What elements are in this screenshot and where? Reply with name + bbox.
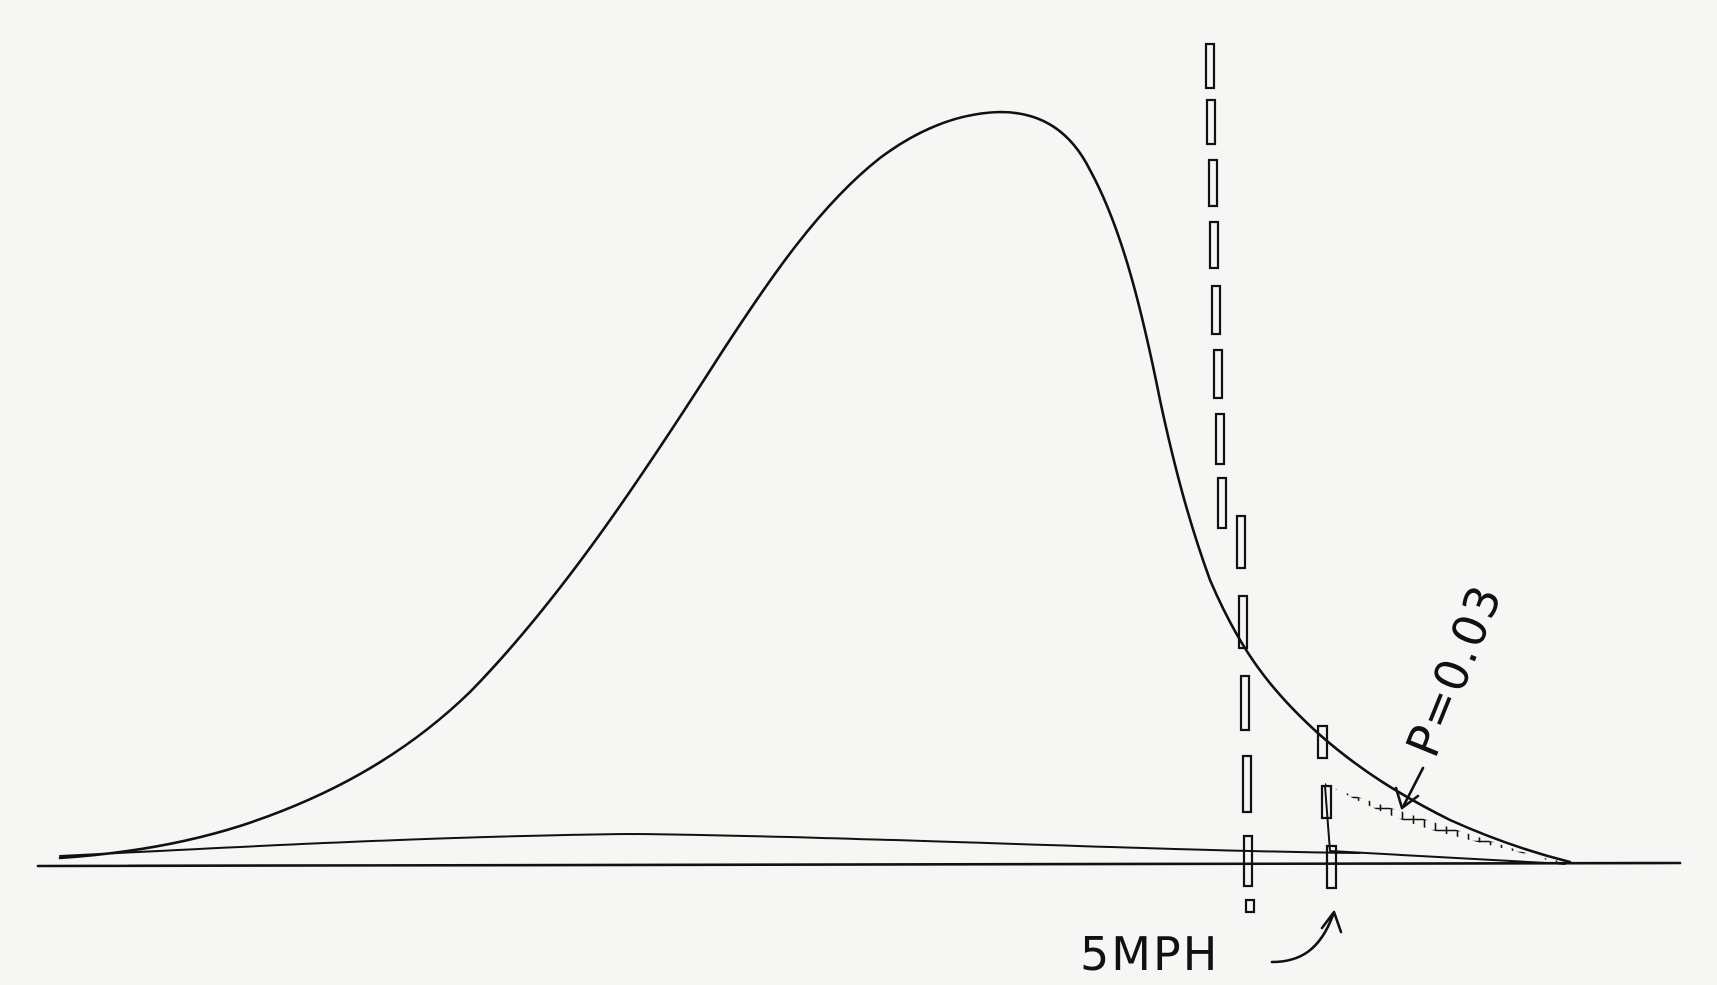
threshold-dashed-line [1316,724,1338,890]
x-axis-line [36,861,1682,868]
distribution-curve [58,110,1572,864]
threshold-arrow [1270,913,1335,964]
baseline-curve [59,833,1361,857]
p-value-arrow [1402,766,1425,807]
p-value-arrowhead [1394,786,1420,810]
threshold-label: 5MPH [1080,927,1219,981]
threshold-arrowhead [1320,910,1343,934]
mean-dashed-line [1204,42,1256,914]
